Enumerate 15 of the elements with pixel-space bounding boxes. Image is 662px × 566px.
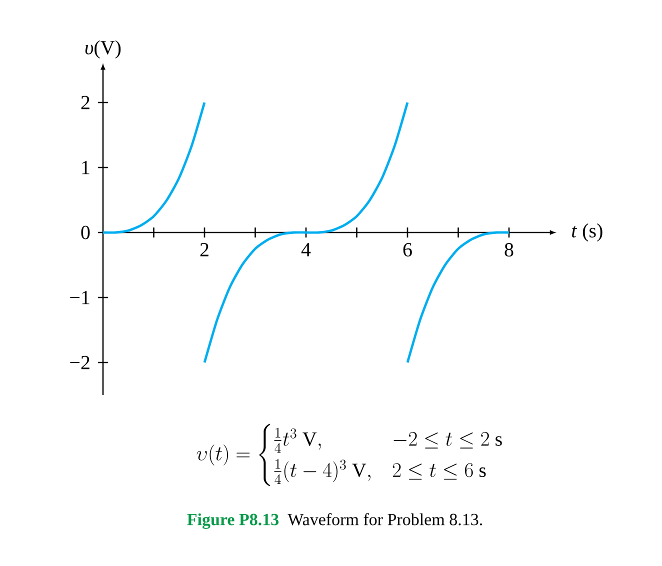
y-tick-label: −2 [70,356,90,370]
y-axis-title: υ(V) [85,40,121,58]
y-tick-label: 1 [82,160,90,174]
text: Waveform for Problem 8.13. [288,513,482,526]
x-tick-label: 2 [200,243,208,256]
x-tick-label: 8 [504,243,514,257]
x-axis-title: t (s) [572,223,602,242]
y-tick-label: −1 [70,290,90,304]
line-series [102,101,206,234]
y-tick-label: 2 [81,96,90,110]
text: $\upsilon(t) = \begin{cases} \frac{1}{4}t^3\ \mathrm{V}, & -2 \le t \le 2\ \mathrm{s} \\ \frac{1}{4}(t-4)^3\ \mathrm{V}, & 2 \le t \le 6\ \mathrm{s} \end{cases}$ [196,424,502,486]
x-tick-label: 6 [403,243,412,256]
y-tick-label: 0 [81,226,90,240]
text: Figure P8.13 [187,513,279,529]
x-tick-label: 4 [301,243,311,256]
